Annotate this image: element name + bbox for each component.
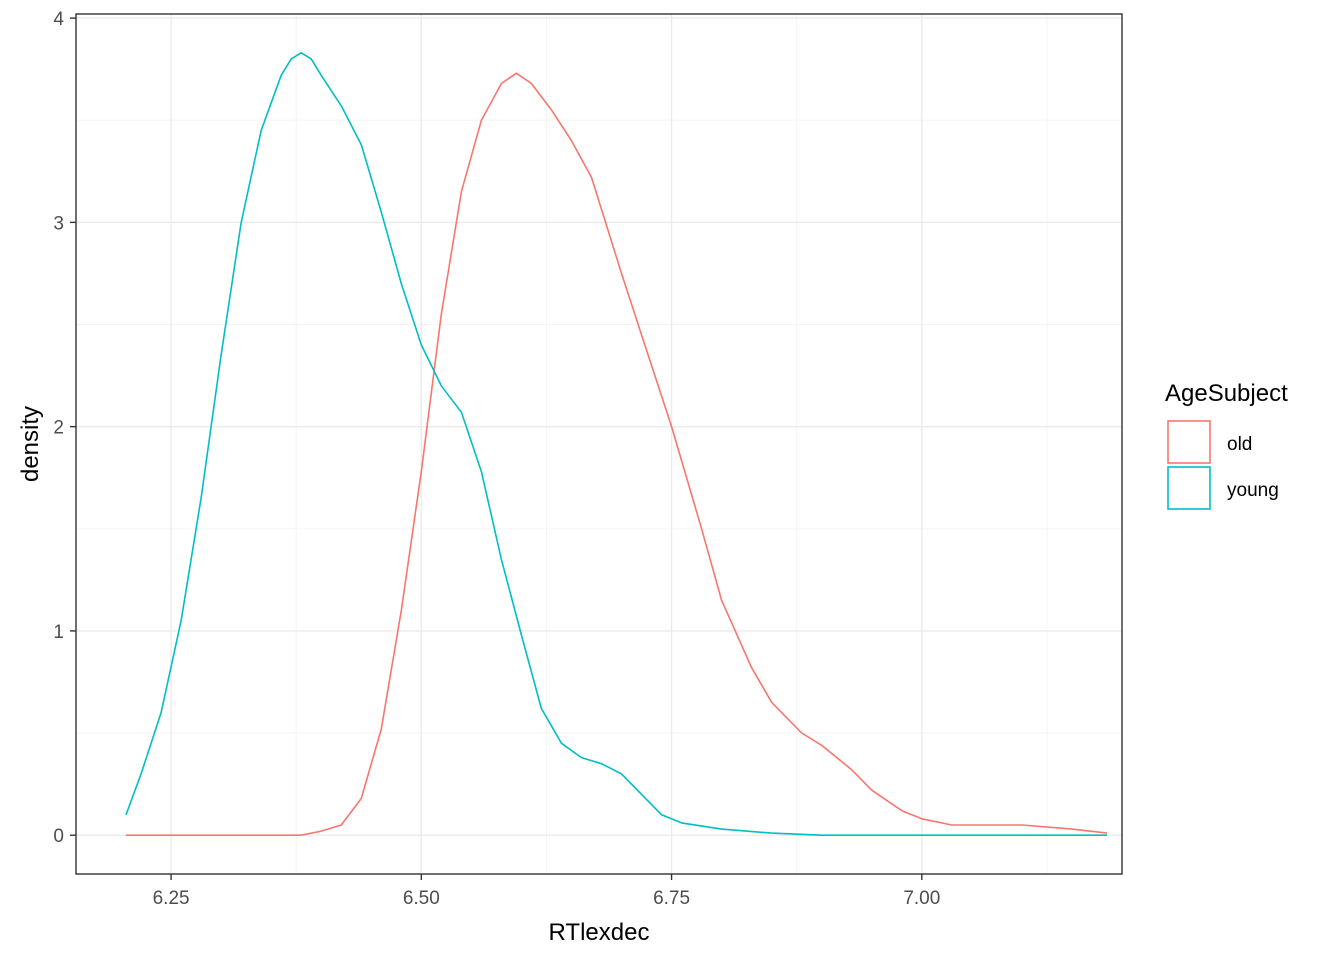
y-tick-label: 3 bbox=[53, 213, 64, 234]
legend-key-young bbox=[1167, 466, 1211, 510]
grid-layer bbox=[76, 14, 1122, 874]
density-line-old bbox=[126, 72, 1108, 837]
y-axis-title: density bbox=[17, 406, 44, 482]
legend-key-old bbox=[1167, 420, 1211, 464]
x-tick-label: 6.25 bbox=[153, 888, 190, 909]
y-tick-label: 0 bbox=[53, 826, 64, 847]
y-tick-label: 4 bbox=[53, 9, 64, 30]
x-tick-label: 6.75 bbox=[653, 888, 690, 909]
axis-layer: 6.25 6.50 6.75 7.00 0 1 2 3 4 bbox=[53, 9, 940, 909]
legend-title: AgeSubject bbox=[1165, 380, 1288, 407]
x-axis-title: RTlexdec bbox=[549, 919, 650, 946]
series-layer bbox=[125, 51, 1108, 837]
legend-label-young: young bbox=[1227, 480, 1279, 501]
density-line-young bbox=[125, 51, 1107, 837]
legend-label-old: old bbox=[1227, 434, 1252, 455]
legend: AgeSubject old young bbox=[1165, 380, 1288, 510]
x-tick-label: 7.00 bbox=[903, 888, 940, 909]
x-tick-label: 6.50 bbox=[403, 888, 440, 909]
legend-items: old young bbox=[1167, 420, 1279, 510]
y-tick-label: 2 bbox=[53, 418, 64, 439]
y-tick-label: 1 bbox=[53, 622, 64, 643]
panel-border bbox=[75, 13, 1123, 875]
